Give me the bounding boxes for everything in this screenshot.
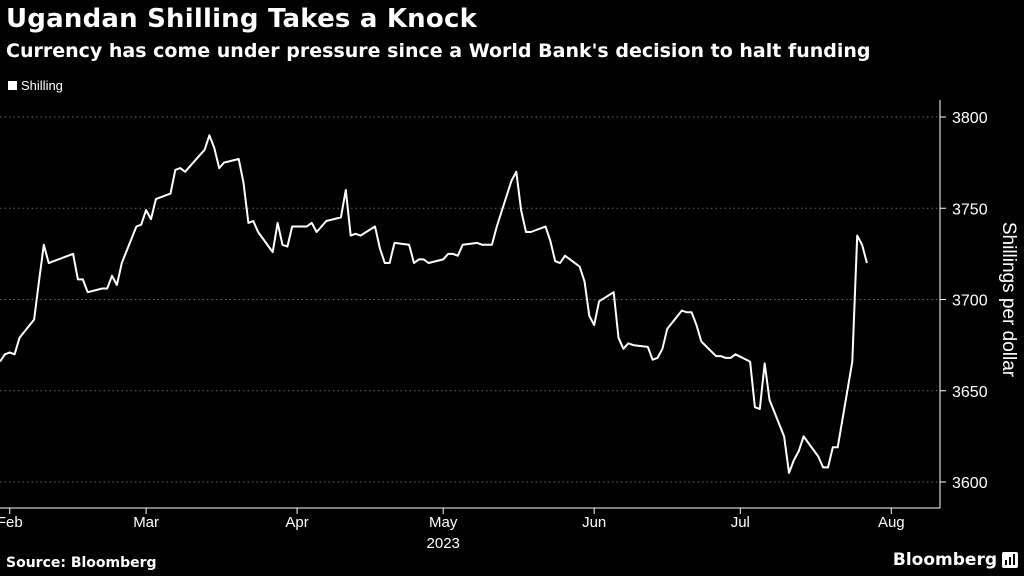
y-tick-label: 3650 — [952, 384, 988, 401]
legend-label: Shilling — [21, 78, 63, 93]
source-note: Source: Bloomberg — [6, 555, 157, 571]
y-tick-label: 3750 — [952, 201, 988, 218]
y-axis-title: Shillings per dollar — [998, 222, 1019, 378]
chart-subtitle: Currency has come under pressure since a… — [6, 40, 871, 62]
y-tick-label: 3800 — [952, 110, 988, 127]
bloomberg-logo: Bloomberg — [893, 550, 1018, 570]
x-tick-label: Aug — [878, 514, 905, 531]
y-tick-label: 3600 — [952, 475, 988, 492]
x-tick-label: May — [429, 514, 458, 531]
x-tick-label: Feb — [0, 514, 23, 531]
bar-chart-icon — [1002, 552, 1018, 568]
legend: Shilling — [8, 78, 63, 93]
chart-title: Ugandan Shilling Takes a Knock — [6, 4, 478, 34]
x-tick-label: Apr — [285, 514, 308, 531]
y-tick-label: 3700 — [952, 293, 988, 310]
series-line-shilling — [0, 134, 868, 474]
x-tick-label: Jun — [582, 514, 606, 531]
x-tick-label: Mar — [133, 514, 159, 531]
brand-text: Bloomberg — [892, 550, 997, 570]
legend-swatch — [8, 81, 17, 90]
x-axis-title: 2023 — [427, 535, 460, 552]
x-tick-label: Jul — [731, 514, 750, 531]
